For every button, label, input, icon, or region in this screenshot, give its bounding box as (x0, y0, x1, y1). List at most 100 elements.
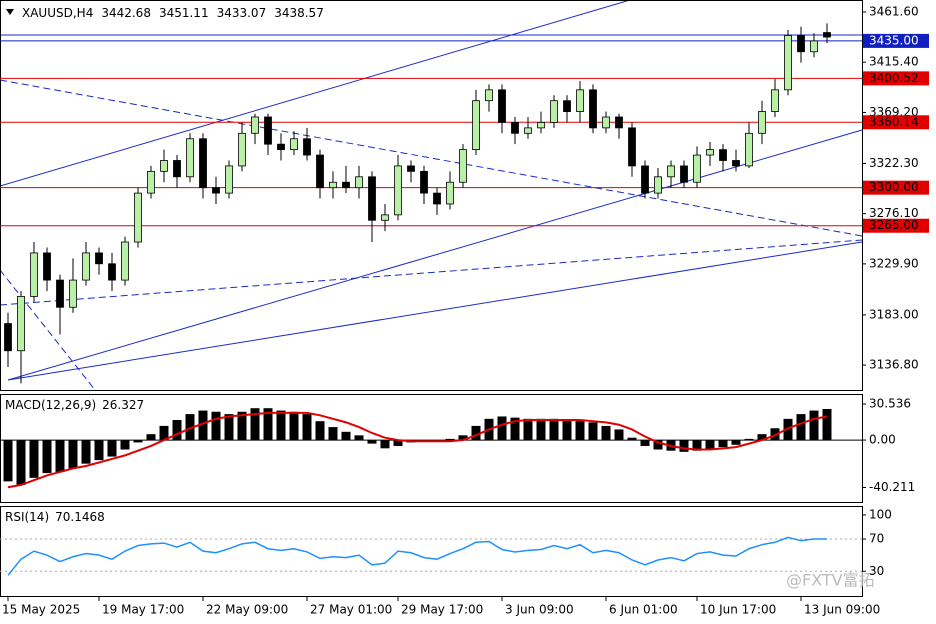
candle-body (667, 165, 675, 178)
macd-bar (744, 438, 754, 441)
y-tick-label: 3229.90 (869, 256, 919, 270)
macd-bar (120, 440, 130, 450)
macd-bar (55, 440, 65, 472)
macd-bar (627, 437, 637, 441)
macd-bar (692, 440, 702, 451)
macd-bar (380, 440, 390, 449)
candle-body (498, 89, 506, 123)
macd-bar (601, 425, 611, 441)
macd-bar (445, 438, 455, 441)
macd-bar (341, 431, 351, 441)
macd-bar (263, 408, 273, 441)
trend-line (0, 79, 863, 237)
candle-body (134, 192, 142, 243)
macd-bar (172, 420, 182, 441)
macd-bar (393, 440, 403, 446)
candle-body (745, 132, 753, 167)
y-tick-label: 3136.80 (869, 358, 919, 372)
trend-line (7, 129, 863, 381)
trend-line (7, 241, 863, 381)
price-level-label: 3360.14 (869, 115, 919, 129)
candle-body (238, 132, 246, 167)
indicator-value: 26.327 (102, 398, 144, 412)
trend-line (0, 0, 631, 187)
chart-title: XAUUSD,H4 3442.68 3451.11 3433.07 3438.57 (22, 6, 324, 20)
symbol: XAUUSD,H4 (22, 6, 93, 20)
macd-bar (653, 440, 663, 450)
candle-body (641, 165, 649, 194)
candle-body (485, 89, 493, 102)
ohlc-value: 3438.57 (274, 6, 324, 20)
candle-body (576, 89, 584, 112)
indicator-value: 70.1468 (55, 510, 105, 524)
y-tick-label: 3322.30 (869, 156, 919, 170)
candle-body (719, 149, 727, 161)
y-tick-label: 30 (869, 564, 884, 578)
candle-body (160, 160, 168, 172)
macd-bar (16, 440, 26, 485)
price-level-tag (863, 115, 929, 130)
macd-bar (185, 414, 195, 441)
y-tick-label: 100 (869, 507, 892, 521)
macd-bar (809, 410, 819, 441)
candle-body (329, 181, 337, 189)
macd-bar (315, 421, 325, 441)
price-level-tag (863, 33, 929, 48)
x-tick-label: 19 May 17:00 (102, 603, 184, 617)
price-level-label: 3300.00 (869, 180, 919, 194)
candle-body (355, 176, 363, 189)
candle-body (420, 170, 428, 194)
candle-body (602, 116, 610, 129)
macd-bar (679, 440, 689, 452)
y-tick-label: 0.00 (869, 433, 896, 447)
candle-body (680, 165, 688, 183)
candle-body (199, 138, 207, 189)
panes (0, 0, 863, 597)
macd-bar (705, 440, 715, 450)
candle-body (459, 149, 467, 183)
macd-bar (289, 411, 299, 441)
price-level-tag (863, 218, 929, 233)
macd-bar (458, 435, 468, 441)
candle-body (342, 181, 350, 189)
macd-bar (159, 425, 169, 441)
macd-title: MACD(12,26,9) 26.327 (5, 398, 144, 412)
candle-body (771, 89, 779, 112)
price-level-label: 3435.00 (869, 33, 919, 47)
candle-body (394, 165, 402, 216)
trend-lines (0, 0, 863, 391)
macd-bar (783, 418, 793, 441)
rsi-pane (0, 506, 863, 597)
y-tick-label: 30.536 (869, 397, 911, 411)
y-tick-label: 70 (869, 532, 884, 546)
macd-bar (796, 414, 806, 441)
candle-body (446, 181, 454, 205)
y-tick-label: 3276.10 (869, 206, 919, 220)
candle-body (615, 116, 623, 129)
candle-body (108, 263, 116, 281)
ohlc-value: 3442.68 (101, 6, 151, 20)
ohlc-value: 3451.11 (159, 6, 209, 20)
macd-pane (0, 394, 863, 503)
candle-body (732, 160, 740, 167)
macd-bar (198, 410, 208, 441)
candle-body (316, 154, 324, 189)
candle-body (784, 35, 792, 91)
watermark: @FXTV富拓 (786, 571, 875, 590)
macd-bar (588, 422, 598, 441)
signal-line (7, 411, 828, 489)
candle-body (95, 252, 103, 265)
candle-body (706, 149, 714, 156)
macd-bar (211, 411, 221, 441)
candle-body (43, 252, 51, 281)
candle-body (589, 89, 597, 129)
candle-body (550, 100, 558, 123)
macd-bar (575, 420, 585, 441)
macd-bar (250, 408, 260, 441)
price-level-label: 3265.00 (869, 218, 919, 232)
macd-bar (822, 409, 832, 441)
main-pane (0, 0, 863, 391)
macd-bar (81, 440, 91, 464)
candle-body (17, 295, 25, 352)
